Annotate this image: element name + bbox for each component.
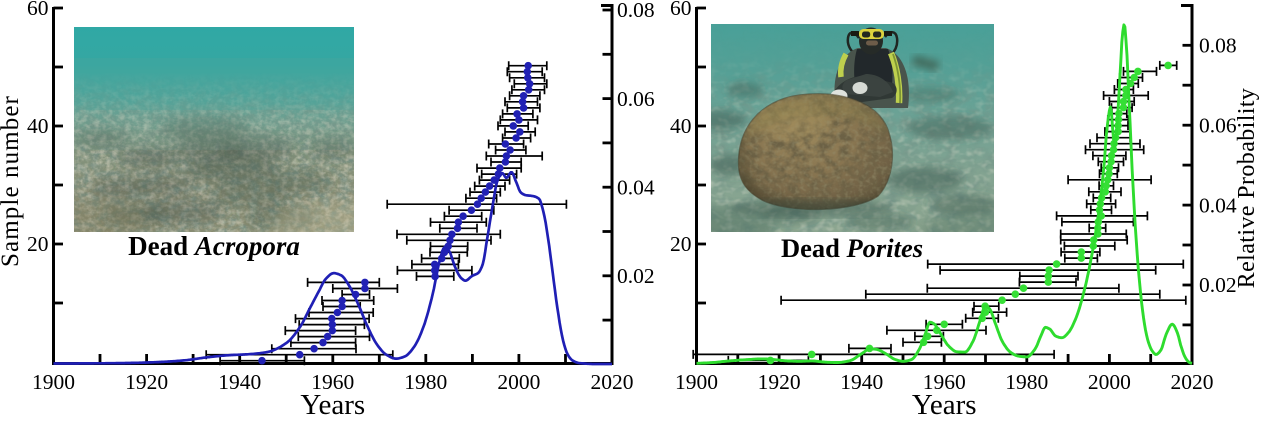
svg-text:1960: 1960: [923, 370, 966, 394]
svg-text:60: 60: [27, 0, 49, 20]
svg-text:40: 40: [670, 114, 692, 138]
svg-text:0.04: 0.04: [617, 175, 655, 199]
svg-text:1940: 1940: [218, 370, 261, 394]
svg-text:0.02: 0.02: [1199, 273, 1237, 297]
svg-text:1900: 1900: [32, 370, 75, 394]
svg-text:0.08: 0.08: [1199, 34, 1237, 58]
svg-text:Relative Probability: Relative Probability: [1234, 88, 1260, 289]
svg-text:20: 20: [670, 232, 692, 256]
svg-text:Dead Acropora: Dead Acropora: [128, 231, 300, 261]
svg-text:2020: 2020: [591, 370, 634, 394]
svg-text:0.06: 0.06: [617, 87, 655, 111]
svg-text:Years: Years: [300, 389, 365, 416]
svg-text:Sample number: Sample number: [0, 95, 24, 267]
svg-text:Dead Porites: Dead Porites: [781, 233, 923, 263]
svg-text:1960: 1960: [311, 370, 354, 394]
svg-text:0.02: 0.02: [617, 264, 655, 288]
svg-text:1920: 1920: [758, 370, 801, 394]
svg-text:1980: 1980: [404, 370, 447, 394]
svg-text:2000: 2000: [1088, 370, 1131, 394]
svg-text:60: 60: [670, 0, 692, 20]
svg-text:0.08: 0.08: [617, 0, 655, 22]
svg-text:1940: 1940: [840, 370, 883, 394]
svg-text:1920: 1920: [125, 370, 168, 394]
svg-text:Years: Years: [912, 389, 977, 416]
svg-text:1900: 1900: [675, 370, 718, 394]
svg-text:2020: 2020: [1171, 370, 1214, 394]
svg-text:2000: 2000: [497, 370, 540, 394]
svg-text:0.04: 0.04: [1199, 193, 1237, 217]
svg-text:20: 20: [27, 232, 49, 256]
svg-text:1980: 1980: [1005, 370, 1048, 394]
svg-text:0.06: 0.06: [1199, 113, 1237, 137]
svg-text:40: 40: [27, 114, 49, 138]
